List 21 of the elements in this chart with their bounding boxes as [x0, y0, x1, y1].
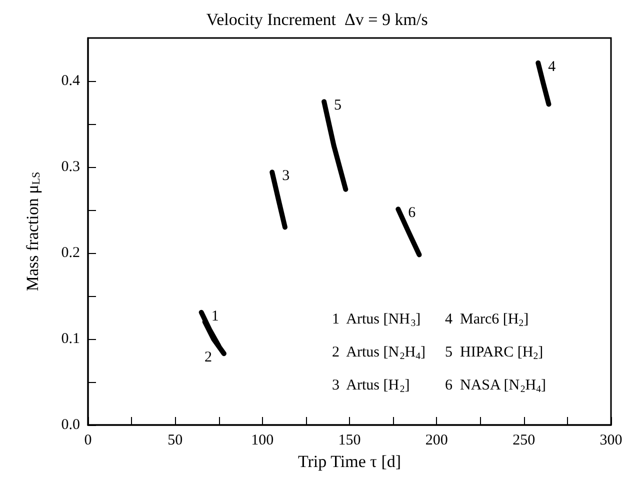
- x-tick-label: 50: [168, 432, 183, 448]
- y-tick-label: 0.2: [61, 245, 80, 261]
- series-label: 4: [548, 58, 556, 75]
- y-tick-label: 0.0: [61, 417, 80, 433]
- x-tick-label: 200: [425, 432, 448, 448]
- y-tick-label: 0.4: [61, 73, 80, 89]
- y-tick-label: 0.1: [61, 331, 80, 347]
- x-tick-label: 300: [600, 432, 622, 448]
- x-axis-title: Trip Time τ [d]: [298, 452, 402, 471]
- series-label: 1: [211, 308, 219, 324]
- x-tick-label: 250: [512, 432, 536, 448]
- x-tick-label: 0: [84, 432, 92, 448]
- x-tick-label: 150: [338, 432, 361, 448]
- chart-title: Velocity Increment Δv = 9 km/s: [206, 10, 428, 29]
- x-tick-label: 100: [251, 432, 274, 448]
- series-label: 6: [408, 205, 416, 222]
- series-label: 2: [204, 350, 212, 366]
- y-tick-label: 0.3: [61, 159, 80, 175]
- series-label: 3: [282, 168, 290, 184]
- y-axis-title: Mass fraction μLS: [22, 172, 42, 292]
- series-label: 5: [334, 98, 342, 114]
